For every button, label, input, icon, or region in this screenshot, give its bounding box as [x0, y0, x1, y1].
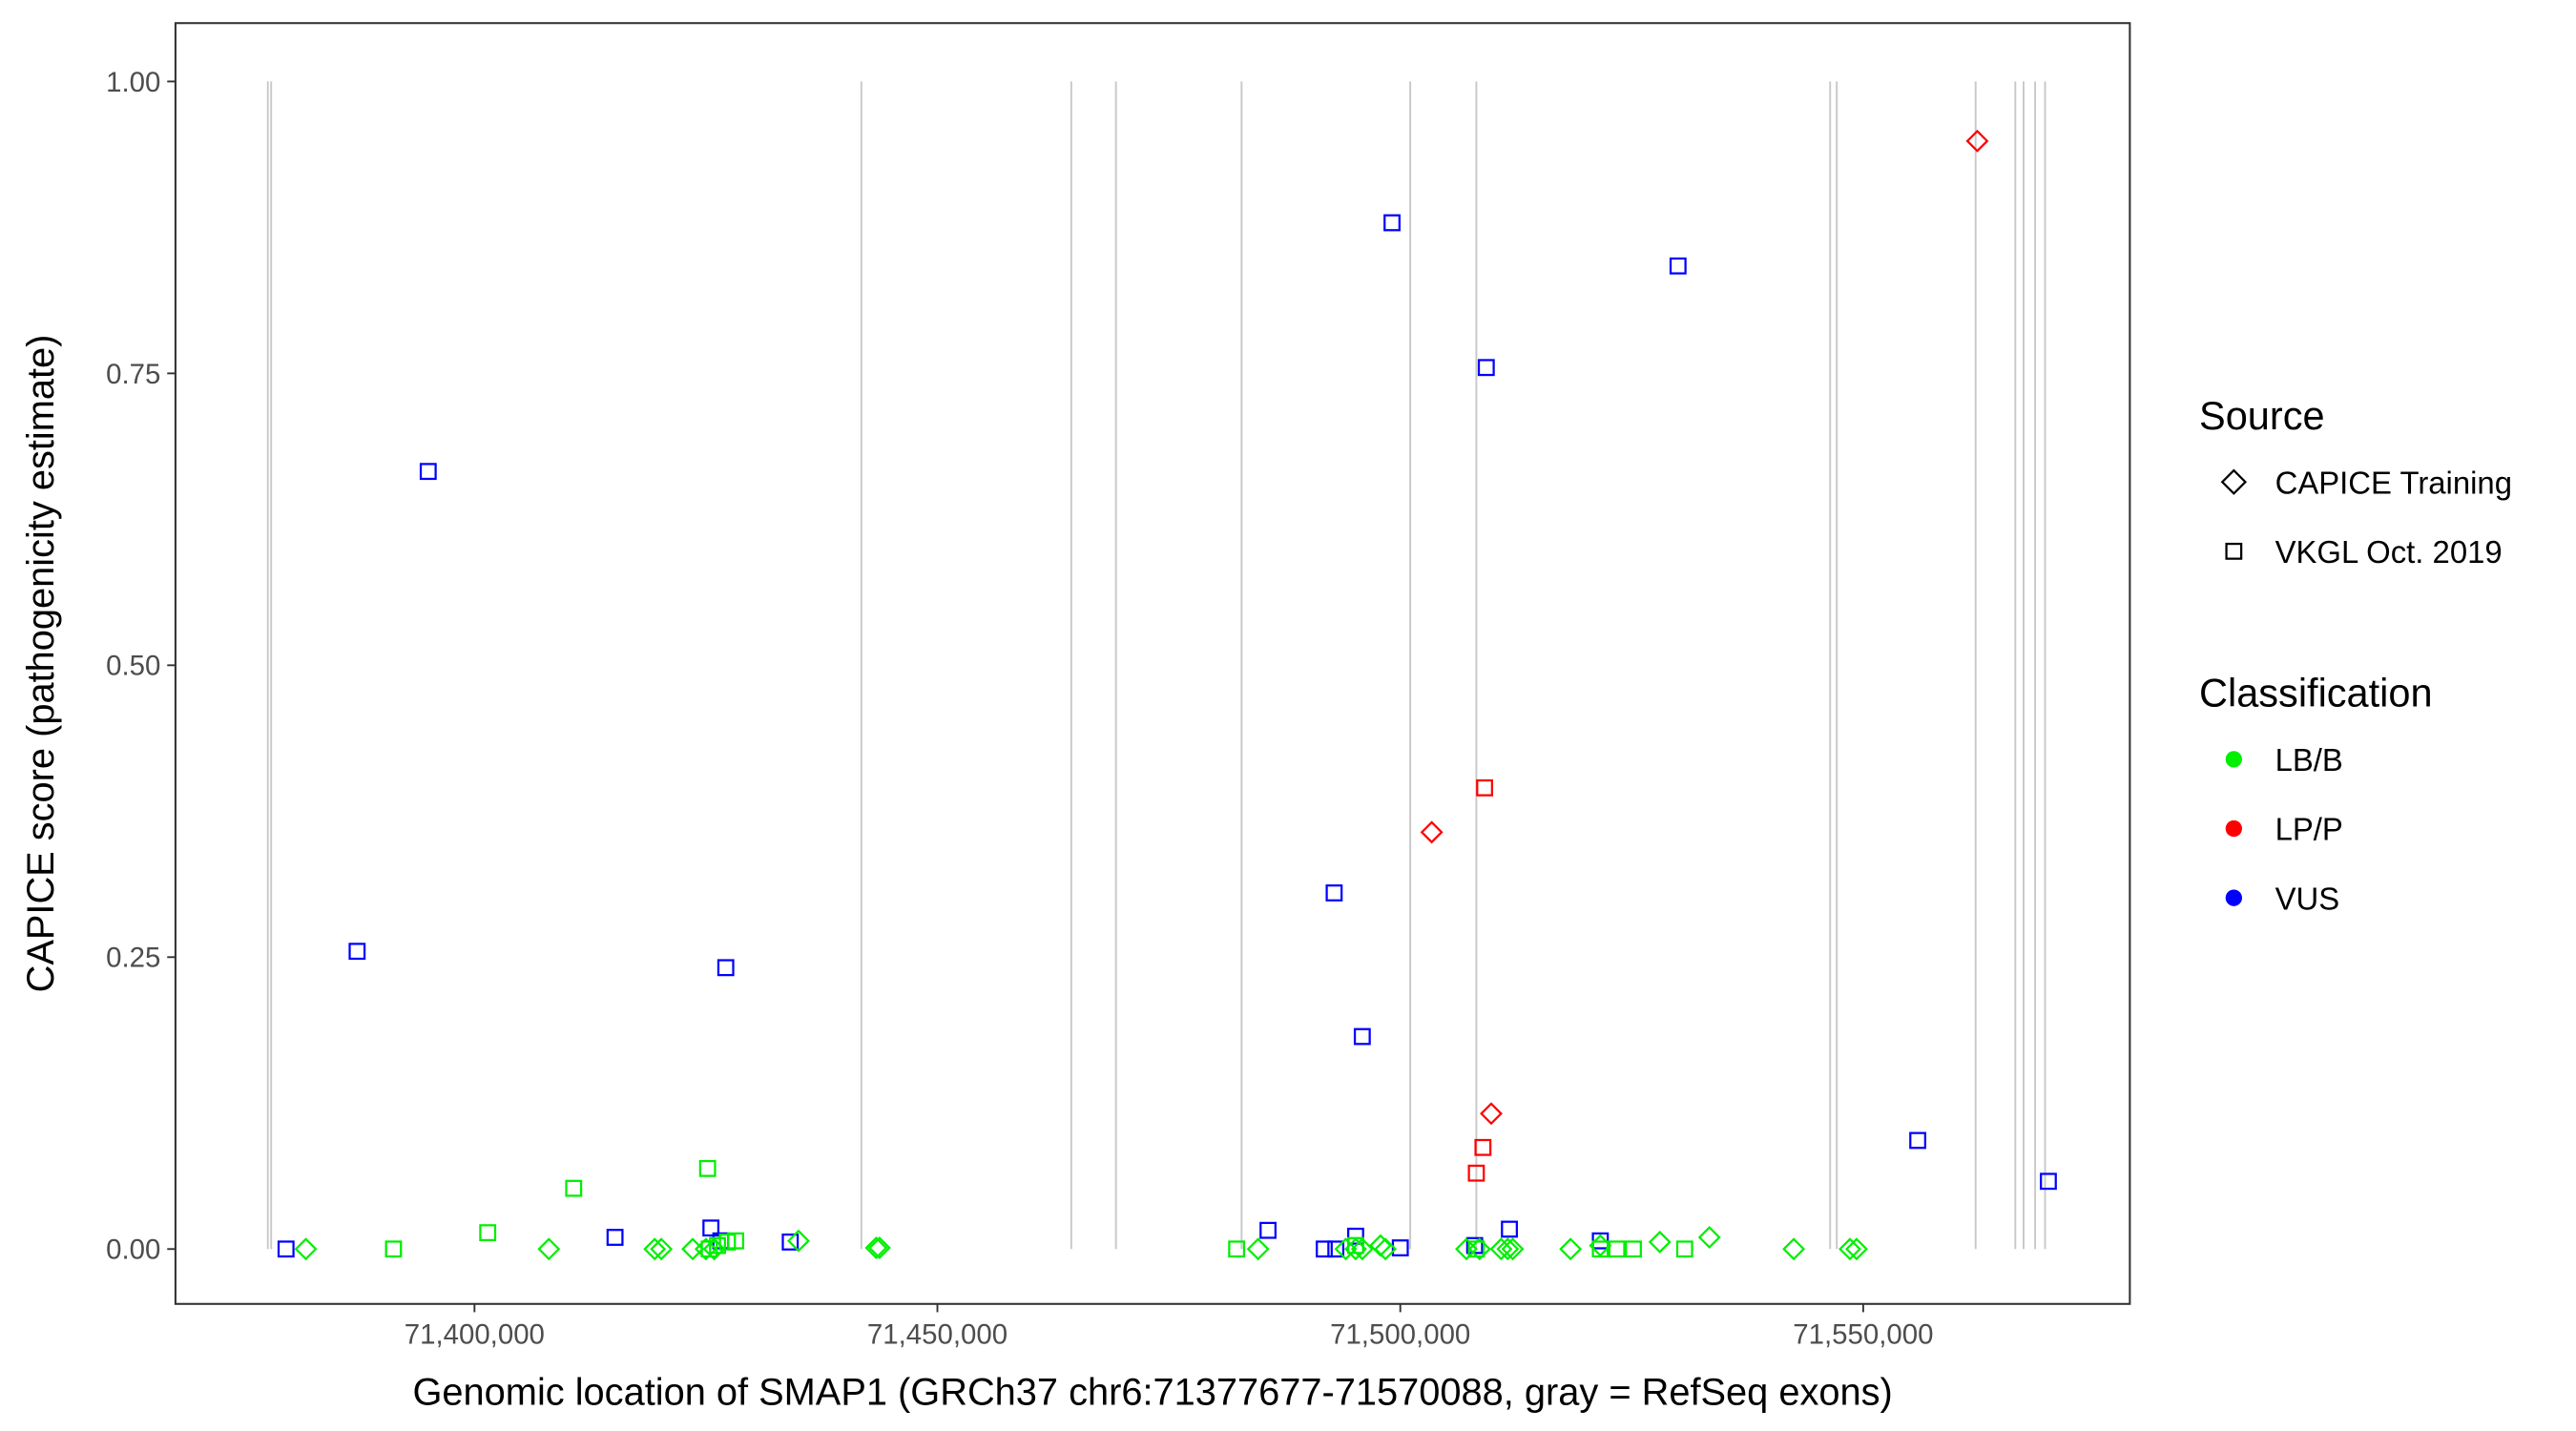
data-points — [277, 129, 2057, 1261]
legend-lbb-dot — [2225, 751, 2242, 768]
point-square — [698, 1159, 717, 1177]
x-tick-label: 71,450,000 — [867, 1318, 1008, 1350]
legend-item-capice: CAPICE Training — [2275, 465, 2512, 500]
point-diamond — [1467, 1237, 1491, 1261]
point-diamond — [694, 1237, 717, 1261]
point-diamond — [681, 1237, 705, 1261]
point-diamond — [1501, 1237, 1525, 1261]
legend-item-lbb: LB/B — [2275, 742, 2343, 778]
point-square — [1228, 1240, 1246, 1258]
point-diamond — [1480, 1102, 1503, 1126]
point-square — [1501, 1220, 1518, 1238]
point-square — [1669, 257, 1687, 275]
point-diamond — [1246, 1237, 1270, 1261]
point-diamond — [1782, 1237, 1806, 1261]
y-tick-label: 0.25 — [106, 943, 160, 974]
plot-panel-border — [174, 22, 2131, 1305]
point-square — [384, 1240, 403, 1258]
point-diamond — [650, 1237, 674, 1261]
point-diamond — [1844, 1237, 1868, 1261]
point-square — [606, 1229, 624, 1246]
y-tick-label: 0.75 — [106, 359, 160, 390]
point-square — [1325, 884, 1343, 902]
point-diamond — [1350, 1237, 1374, 1261]
point-square — [1353, 1027, 1371, 1046]
point-diamond — [786, 1229, 810, 1253]
point-square — [727, 1232, 745, 1250]
point-diamond — [294, 1237, 318, 1261]
point-square — [1327, 1240, 1345, 1258]
point-square — [1259, 1221, 1277, 1239]
point-diamond — [537, 1237, 561, 1261]
point-square — [1383, 214, 1401, 232]
point-diamond — [1489, 1237, 1513, 1261]
x-axis-label: Genomic location of SMAP1 (GRCh37 chr6:7… — [412, 1371, 1892, 1413]
point-square — [1675, 1240, 1693, 1258]
point-square — [565, 1179, 583, 1197]
x-tick-label: 71,400,000 — [405, 1318, 545, 1350]
legend-item-vkgl: VKGL Oct. 2019 — [2275, 534, 2503, 570]
point-square — [1909, 1131, 1926, 1150]
point-diamond — [702, 1237, 726, 1261]
legend-source-title: Source — [2199, 393, 2325, 438]
point-square — [2040, 1172, 2057, 1191]
legend: Source CAPICE Training VKGL Oct. 2019 Cl… — [2199, 393, 2512, 916]
point-square — [1476, 778, 1493, 797]
x-axis: 71,400,000 71,450,000 71,500,000 71,550,000 — [405, 1303, 1933, 1350]
exon-lines — [266, 81, 2046, 1250]
legend-square-icon — [2225, 542, 2243, 560]
point-square — [419, 463, 437, 481]
point-square — [348, 943, 366, 961]
point-diamond — [1965, 129, 1989, 153]
point-square — [1625, 1240, 1642, 1258]
y-tick-label: 1.00 — [106, 67, 160, 98]
x-tick-label: 71,550,000 — [1793, 1318, 1933, 1350]
point-diamond — [1648, 1230, 1672, 1254]
point-diamond — [1420, 820, 1444, 844]
legend-item-lpp: LP/P — [2275, 812, 2343, 847]
point-diamond — [864, 1236, 888, 1260]
point-diamond — [1559, 1237, 1583, 1261]
legend-vus-dot — [2225, 889, 2242, 906]
point-square — [479, 1224, 497, 1242]
legend-classification-title: Classification — [2199, 670, 2433, 715]
point-diamond — [1343, 1237, 1367, 1261]
point-diamond — [867, 1236, 891, 1260]
legend-diamond-icon — [2220, 468, 2248, 495]
point-square — [1477, 359, 1495, 377]
point-square — [277, 1240, 295, 1258]
point-square — [709, 1236, 726, 1255]
point-diamond — [1374, 1237, 1398, 1261]
legend-lpp-dot — [2225, 819, 2242, 838]
point-square — [717, 959, 735, 977]
y-axis: 0.00 0.25 0.50 0.75 1.00 — [106, 67, 176, 1266]
y-tick-label: 0.50 — [106, 651, 160, 682]
y-tick-label: 0.00 — [106, 1234, 160, 1266]
point-square — [781, 1234, 800, 1251]
legend-item-vus: VUS — [2275, 881, 2340, 916]
point-square — [1474, 1138, 1492, 1156]
point-diamond — [1697, 1226, 1721, 1249]
point-diamond — [1589, 1234, 1612, 1257]
x-tick-label: 71,500,000 — [1330, 1318, 1470, 1350]
y-axis-label: CAPICE score (pathogenicity estimate) — [20, 335, 62, 993]
point-square — [1467, 1164, 1485, 1182]
point-diamond — [643, 1237, 667, 1261]
point-square — [1608, 1240, 1626, 1258]
point-square — [1316, 1240, 1333, 1258]
point-square — [702, 1219, 720, 1237]
point-diamond — [1334, 1237, 1358, 1261]
point-diamond — [1839, 1237, 1861, 1261]
point-square — [1347, 1227, 1364, 1245]
point-diamond — [1496, 1237, 1520, 1261]
